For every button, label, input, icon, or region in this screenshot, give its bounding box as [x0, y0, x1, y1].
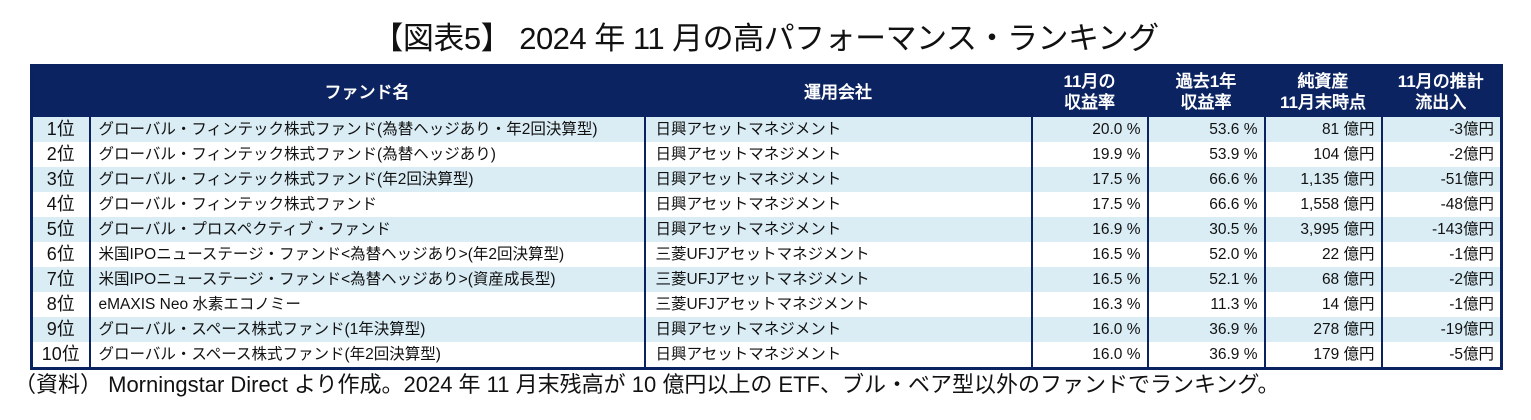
nov-return-cell: 17.5 %: [1030, 167, 1148, 192]
net-assets-cell: 22 億円: [1263, 242, 1382, 267]
header-fund-name: ファンド名: [89, 65, 645, 117]
rank-cell: 4位: [31, 192, 90, 217]
company-cell: 三菱UFJアセットマネジメント: [643, 242, 1032, 267]
flow-cell: -51億円: [1380, 167, 1502, 192]
nov-return-cell: 16.0 %: [1030, 342, 1148, 369]
rank-cell: 2位: [31, 142, 90, 167]
net-assets-cell: 81 億円: [1263, 117, 1382, 142]
header-1y-return: 過去1年 収益率: [1147, 65, 1265, 117]
net-assets-cell: 3,995 億円: [1263, 217, 1382, 242]
fund-name-cell: グローバル・フィンテック株式ファンド(為替ヘッジあり・年2回決算型): [88, 117, 645, 142]
rank-cell: 10位: [31, 342, 90, 369]
fund-name-cell: 米国IPOニューステージ・ファンド<為替ヘッジあり>(年2回決算型): [88, 242, 645, 267]
1y-return-cell: 36.9 %: [1146, 342, 1265, 369]
ranking-table: ファンド名 運用会社 11月の 収益率 過去1年 収益率 純資産 11月末時点 11月…: [30, 64, 1503, 370]
nov-return-cell: 16.3 %: [1030, 292, 1148, 317]
fund-name-cell: グローバル・フィンテック株式ファンド(為替ヘッジあり): [88, 142, 645, 167]
fund-name-cell: グローバル・スペース株式ファンド(1年決算型): [88, 317, 645, 342]
table-row: 2位 グローバル・フィンテック株式ファンド(為替ヘッジあり) 日興アセットマネジメン…: [31, 142, 1502, 167]
flow-cell: -143億円: [1380, 217, 1502, 242]
header-rank: [31, 65, 90, 117]
nov-return-cell: 20.0 %: [1030, 117, 1148, 142]
company-cell: 日興アセットマネジメント: [643, 192, 1032, 217]
fund-name-cell: 米国IPOニューステージ・ファンド<為替ヘッジあり>(資産成長型): [88, 267, 645, 292]
rank-cell: 8位: [31, 292, 90, 317]
table-row: 6位 米国IPOニューステージ・ファンド<為替ヘッジあり>(年2回決算型) 三菱UF…: [31, 242, 1502, 267]
table-row: 4位 グローバル・フィンテック株式ファンド 日興アセットマネジメント 17.5 % 66…: [31, 192, 1502, 217]
net-assets-cell: 1,558 億円: [1263, 192, 1382, 217]
net-assets-cell: 104 億円: [1263, 142, 1382, 167]
1y-return-cell: 66.6 %: [1146, 192, 1265, 217]
table-row: 1位 グローバル・フィンテック株式ファンド(為替ヘッジあり・年2回決算型) 日興アセ…: [31, 117, 1502, 142]
1y-return-cell: 52.1 %: [1146, 267, 1265, 292]
company-cell: 日興アセットマネジメント: [643, 217, 1032, 242]
flow-cell: -5億円: [1380, 342, 1502, 369]
header-flows: 11月の推計 流出入: [1381, 65, 1502, 117]
fund-name-cell: グローバル・フィンテック株式ファンド: [88, 192, 645, 217]
1y-return-cell: 36.9 %: [1146, 317, 1265, 342]
flow-cell: -19億円: [1380, 317, 1502, 342]
rank-cell: 3位: [31, 167, 90, 192]
page-title: 【図表5】 2024 年 11 月の高パフォーマンス・ランキング: [372, 21, 1159, 56]
table-row: 8位 eMAXIS Neo 水素エコノミー 三菱UFJアセットマネジメント 16.3 …: [31, 292, 1502, 317]
company-cell: 日興アセットマネジメント: [643, 167, 1032, 192]
rank-cell: 7位: [31, 267, 90, 292]
company-cell: 日興アセットマネジメント: [643, 142, 1032, 167]
1y-return-cell: 66.6 %: [1146, 167, 1265, 192]
net-assets-cell: 278 億円: [1263, 317, 1382, 342]
fund-name-cell: グローバル・プロスペクティブ・ファンド: [88, 217, 645, 242]
nov-return-cell: 17.5 %: [1030, 192, 1148, 217]
net-assets-cell: 14 億円: [1263, 292, 1382, 317]
header-nov-return: 11月の 収益率: [1031, 65, 1148, 117]
net-assets-cell: 68 億円: [1263, 267, 1382, 292]
flow-cell: -48億円: [1380, 192, 1502, 217]
flow-cell: -2億円: [1380, 267, 1502, 292]
nov-return-cell: 19.9 %: [1030, 142, 1148, 167]
rank-cell: 9位: [31, 317, 90, 342]
1y-return-cell: 52.0 %: [1146, 242, 1265, 267]
1y-return-cell: 11.3 %: [1146, 292, 1265, 317]
fund-name-cell: グローバル・フィンテック株式ファンド(年2回決算型): [88, 167, 645, 192]
table-header-row: ファンド名 運用会社 11月の 収益率 過去1年 収益率 純資産 11月末時点 11月…: [31, 65, 1502, 117]
table-row: 5位 グローバル・プロスペクティブ・ファンド 日興アセットマネジメント 16.9 % 3…: [31, 217, 1502, 242]
1y-return-cell: 30.5 %: [1146, 217, 1265, 242]
nov-return-cell: 16.0 %: [1030, 317, 1148, 342]
company-cell: 日興アセットマネジメント: [643, 317, 1032, 342]
company-cell: 三菱UFJアセットマネジメント: [643, 292, 1032, 317]
nov-return-cell: 16.9 %: [1030, 217, 1148, 242]
company-cell: 日興アセットマネジメント: [643, 342, 1032, 369]
table-row: 7位 米国IPOニューステージ・ファンド<為替ヘッジあり>(資産成長型) 三菱UFJ…: [31, 267, 1502, 292]
source-note: （資料） Morningstar Direct より作成。2024 年 11 月…: [14, 372, 1280, 397]
header-company: 運用会社: [644, 65, 1032, 117]
rank-cell: 5位: [31, 217, 90, 242]
fund-name-cell: eMAXIS Neo 水素エコノミー: [88, 292, 645, 317]
fund-name-cell: グローバル・スペース株式ファンド(年2回決算型): [88, 342, 645, 369]
rank-cell: 6位: [31, 242, 90, 267]
1y-return-cell: 53.9 %: [1146, 142, 1265, 167]
table-row: 10位 グローバル・スペース株式ファンド(年2回決算型) 日興アセットマネジメント 1…: [31, 342, 1502, 369]
nov-return-cell: 16.5 %: [1030, 242, 1148, 267]
flow-cell: -1億円: [1380, 292, 1502, 317]
1y-return-cell: 53.6 %: [1146, 117, 1265, 142]
table-row: 9位 グローバル・スペース株式ファンド(1年決算型) 日興アセットマネジメント 16.…: [31, 317, 1502, 342]
flow-cell: -3億円: [1380, 117, 1502, 142]
header-net-assets: 純資産 11月末時点: [1264, 65, 1382, 117]
net-assets-cell: 179 億円: [1263, 342, 1382, 369]
net-assets-cell: 1,135 億円: [1263, 167, 1382, 192]
company-cell: 日興アセットマネジメント: [643, 117, 1032, 142]
company-cell: 三菱UFJアセットマネジメント: [643, 267, 1032, 292]
nov-return-cell: 16.5 %: [1030, 267, 1148, 292]
table-row: 3位 グローバル・フィンテック株式ファンド(年2回決算型) 日興アセットマネジメント…: [31, 167, 1502, 192]
rank-cell: 1位: [31, 117, 90, 142]
flow-cell: -1億円: [1380, 242, 1502, 267]
flow-cell: -2億円: [1380, 142, 1502, 167]
